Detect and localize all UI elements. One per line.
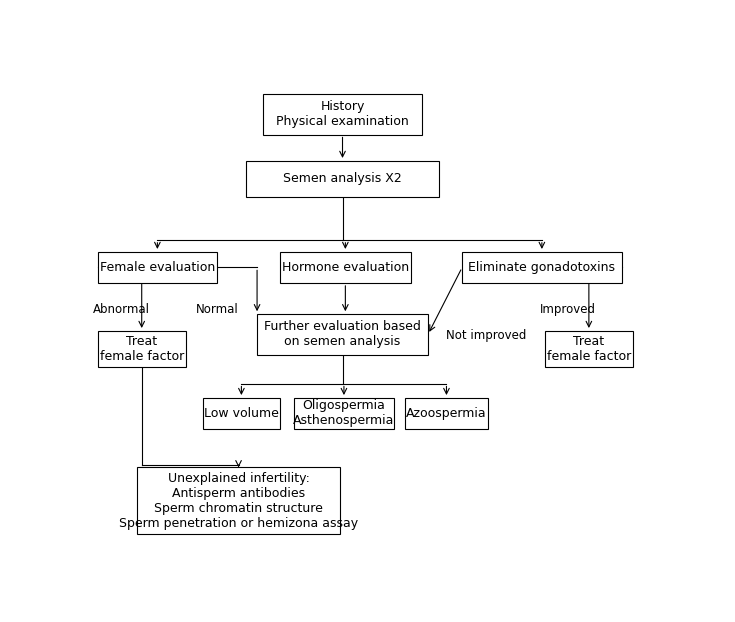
FancyBboxPatch shape <box>545 331 633 367</box>
FancyBboxPatch shape <box>98 331 186 367</box>
FancyBboxPatch shape <box>257 314 428 355</box>
Text: Improved: Improved <box>539 303 595 316</box>
FancyBboxPatch shape <box>462 252 622 283</box>
Text: Semen analysis X2: Semen analysis X2 <box>283 172 402 185</box>
FancyBboxPatch shape <box>294 398 394 429</box>
Text: Female evaluation: Female evaluation <box>100 261 215 274</box>
FancyBboxPatch shape <box>98 252 218 283</box>
FancyBboxPatch shape <box>405 398 488 429</box>
Text: Further evaluation based
on semen analysis: Further evaluation based on semen analys… <box>264 320 421 348</box>
Text: Treat
female factor: Treat female factor <box>547 335 631 363</box>
Text: Eliminate gonadotoxins: Eliminate gonadotoxins <box>468 261 615 274</box>
Text: Oligospermia
Asthenospermia: Oligospermia Asthenospermia <box>293 399 395 427</box>
Text: Treat
female factor: Treat female factor <box>99 335 184 363</box>
Text: Unexplained infertility:
Antisperm antibodies
Sperm chromatin structure
Sperm pe: Unexplained infertility: Antisperm antib… <box>119 472 358 530</box>
FancyBboxPatch shape <box>245 161 440 197</box>
Text: Normal: Normal <box>196 303 238 316</box>
Text: Hormone evaluation: Hormone evaluation <box>282 261 409 274</box>
FancyBboxPatch shape <box>137 467 340 534</box>
Text: History
Physical examination: History Physical examination <box>276 100 409 128</box>
FancyBboxPatch shape <box>203 398 280 429</box>
Text: Azoospermia: Azoospermia <box>406 407 487 420</box>
Text: Abnormal: Abnormal <box>93 303 150 316</box>
Text: Low volume: Low volume <box>204 407 279 420</box>
Text: Not improved: Not improved <box>446 329 526 342</box>
FancyBboxPatch shape <box>263 94 422 134</box>
FancyBboxPatch shape <box>280 252 411 283</box>
